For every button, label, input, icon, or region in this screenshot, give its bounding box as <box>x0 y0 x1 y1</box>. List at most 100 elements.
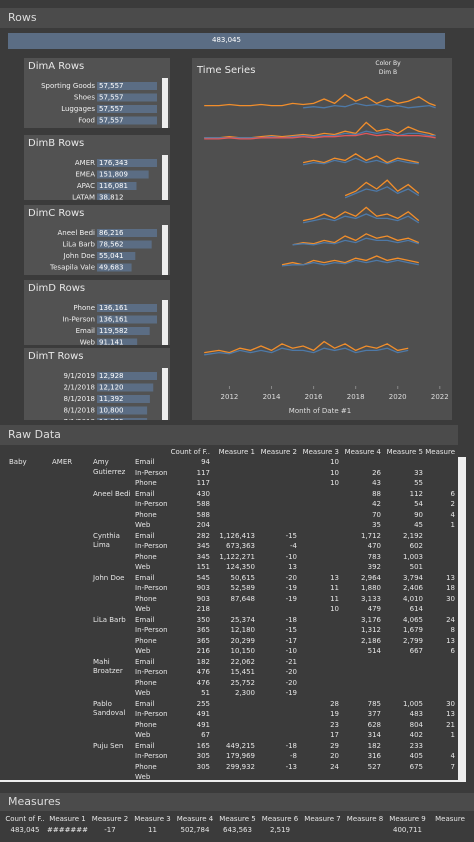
cell: 24 <box>330 762 339 771</box>
category-label: 7/1/2018 <box>64 418 95 420</box>
column-header: Measure 1 <box>49 815 86 823</box>
channel: Web <box>135 689 151 697</box>
section-header: Rows <box>0 8 474 28</box>
cell: 402 <box>409 731 423 739</box>
panel-title: DimB Rows <box>28 138 85 149</box>
cell: 90 <box>414 510 423 519</box>
panel-title: DimD Rows <box>28 283 86 294</box>
cell: 476 <box>196 678 210 687</box>
cell: 11 <box>330 584 339 592</box>
scroll-strip <box>162 300 168 345</box>
cell: 365 <box>196 636 210 645</box>
series-line <box>281 259 419 267</box>
channel: Phone <box>135 510 157 519</box>
bar <box>97 338 138 345</box>
channel: Email <box>135 531 155 540</box>
column-header: Count of F.. <box>170 448 210 456</box>
series-line <box>302 206 420 222</box>
cell: 545 <box>196 573 210 582</box>
cell: 491 <box>196 720 210 729</box>
scroll-strip <box>162 78 168 128</box>
value-label: 116,081 <box>99 182 128 190</box>
cell: 588 <box>196 500 210 508</box>
total-label: 483,045 <box>212 36 241 44</box>
channel: Email <box>135 699 155 708</box>
cell: 514 <box>367 647 381 655</box>
value-label: 57,557 <box>99 82 124 90</box>
cell: 1,126,413 <box>219 531 255 540</box>
channel: Web <box>135 773 151 780</box>
legend-subtitle: Dim B <box>379 69 397 76</box>
series-line <box>204 132 436 140</box>
cell: 23 <box>330 720 339 729</box>
cell: 117 <box>196 468 210 477</box>
cell: 903 <box>196 594 210 603</box>
category-label: AMER <box>75 159 95 167</box>
chart-canvas: AMER 176,343 EMEA 151,809 APAC 116,081 LATAM 38… <box>72 155 168 200</box>
cell: 3,794 <box>402 573 423 582</box>
value-label: 12,928 <box>99 372 124 380</box>
row-header: Baby <box>9 458 27 466</box>
cell: 15,451 <box>230 668 256 676</box>
cell: 405 <box>409 752 423 760</box>
cell: 12,180 <box>230 626 256 634</box>
measure-value: -17 <box>104 826 116 834</box>
channel: In-Person <box>135 468 168 477</box>
series-line <box>344 179 420 197</box>
cell: 675 <box>409 762 423 771</box>
person-name: Pablo Sandoval <box>93 699 126 718</box>
section-title: Rows <box>8 11 37 24</box>
cell: 22,062 <box>230 657 256 666</box>
cell: 602 <box>409 542 423 550</box>
value-label: 12,120 <box>99 384 124 392</box>
column-header: Measure 9 <box>389 815 426 823</box>
channel: Phone <box>135 636 157 645</box>
cell: -8 <box>290 752 297 760</box>
category-label: APAC <box>77 182 95 190</box>
series-line <box>292 237 419 246</box>
x-tick-label: 2020 <box>389 393 407 401</box>
bar <box>97 229 157 237</box>
category-label: Email <box>76 327 95 335</box>
bar <box>97 170 149 179</box>
cell: 88 <box>372 489 381 498</box>
dim-panel: DimC Rows Aneel Bedi 86,216 LiLa Barb 78,562… <box>24 205 170 275</box>
cell: -19 <box>285 594 297 603</box>
cell: 3,133 <box>360 594 381 603</box>
cell: 10 <box>330 468 339 477</box>
raw-data-table: Count of F.. Measure 1 Measure 2 Measure 3 M… <box>0 446 458 780</box>
category-label: 8/1/2018 <box>64 407 95 415</box>
cell: 1,679 <box>402 626 423 634</box>
cell: 45 <box>414 521 423 529</box>
series-line <box>302 157 419 166</box>
cell: 345 <box>196 552 210 561</box>
channel: In-Person <box>135 752 168 760</box>
cell: 377 <box>367 710 381 718</box>
cell: 87,648 <box>230 594 256 603</box>
channel: Phone <box>135 678 157 687</box>
legend-title: Color By <box>375 60 401 67</box>
cell: 1 <box>450 731 455 739</box>
column-header: Measure 4 <box>344 448 381 456</box>
series-line <box>302 153 419 164</box>
chart-title: Time Series <box>196 65 255 76</box>
cell: 233 <box>409 741 423 750</box>
bar <box>97 315 157 324</box>
cell: 24 <box>446 615 455 624</box>
x-tick-label: 2014 <box>263 393 281 401</box>
cell: 314 <box>367 731 381 739</box>
cell: 783 <box>367 552 381 561</box>
x-tick-label: 2022 <box>431 393 449 401</box>
channel: Phone <box>135 594 157 603</box>
cell: 1 <box>450 521 455 529</box>
cell: 30 <box>446 699 455 708</box>
cell: 491 <box>196 710 210 718</box>
scroll-strip <box>162 155 168 200</box>
cell: 35 <box>372 521 381 529</box>
cell: 2,406 <box>402 584 423 592</box>
scroll-strip <box>162 368 168 420</box>
cell: 55 <box>414 479 423 487</box>
channel: Email <box>135 741 155 750</box>
cell: 4 <box>450 510 455 519</box>
bar <box>97 395 150 403</box>
